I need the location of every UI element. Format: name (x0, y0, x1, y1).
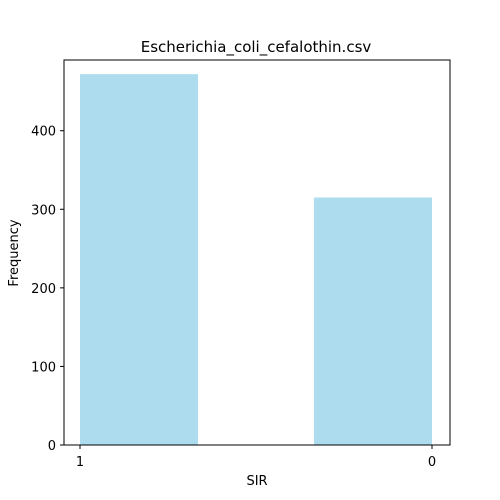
x-tick-label: 0 (428, 455, 436, 470)
y-tick-label: 200 (31, 282, 56, 297)
x-tick-label: 1 (76, 455, 84, 470)
bar-1 (80, 74, 198, 446)
bar-0 (314, 197, 432, 445)
y-tick-label: 0 (48, 439, 56, 454)
y-tick-label: 300 (31, 203, 56, 218)
bars-group (80, 74, 432, 446)
plot-frame (63, 59, 451, 446)
x-axis-title: SIR (246, 474, 267, 489)
y-axis-title: Frequency (7, 219, 22, 286)
y-axis: 0 100 200 300 400 (31, 125, 64, 454)
chart-title: Escherichia_coli_cefalothin.csv (141, 38, 372, 57)
y-tick-label: 100 (31, 360, 56, 375)
y-tick-label: 400 (31, 125, 56, 140)
